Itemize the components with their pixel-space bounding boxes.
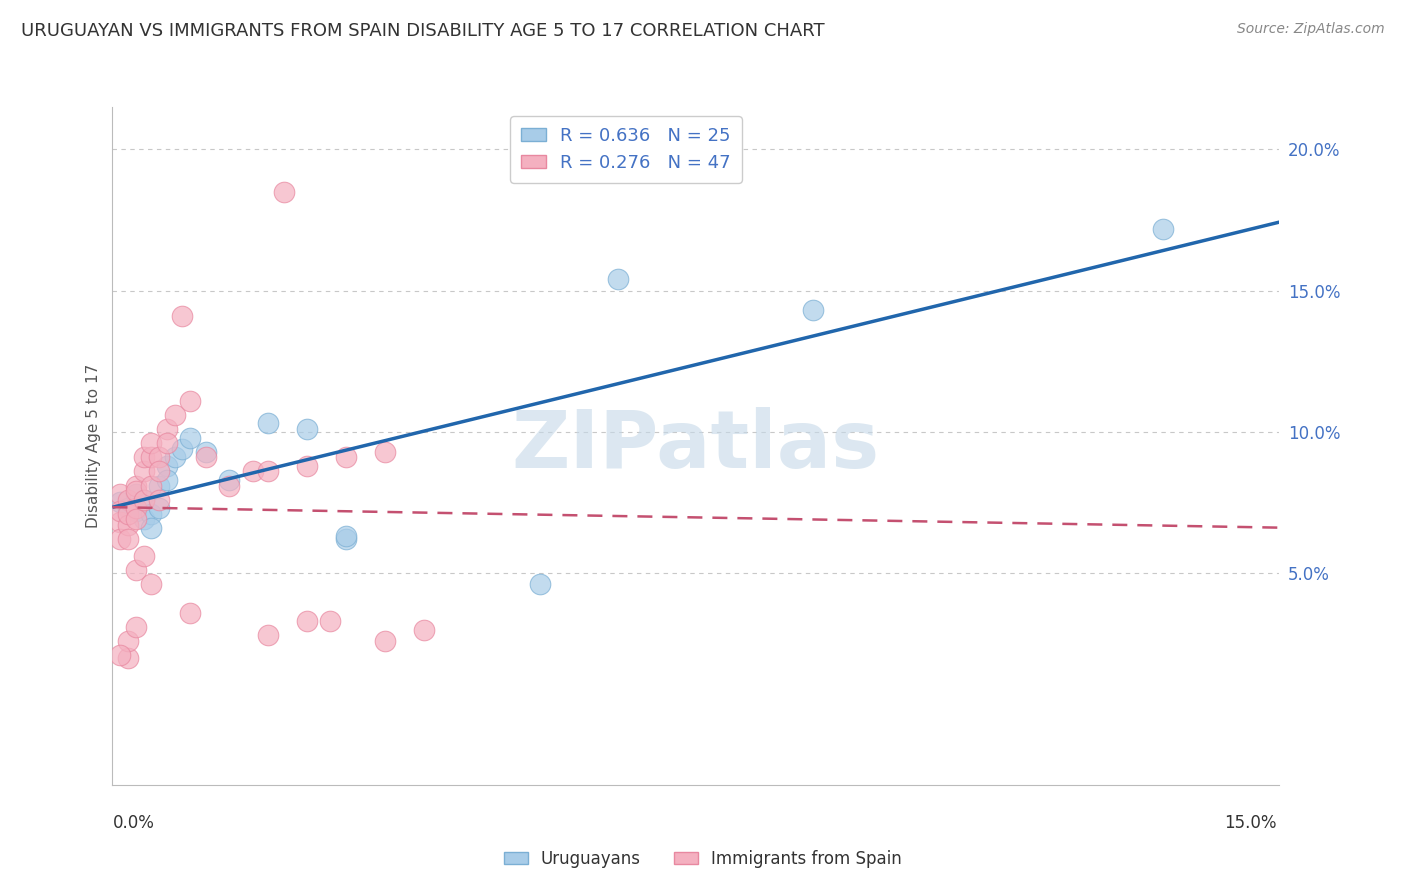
Point [117, 518, 139, 533]
Point [125, 563, 148, 577]
Y-axis label: Disability Age 5 to 17: Disability Age 5 to 17 [86, 364, 101, 528]
Point [335, 450, 357, 465]
Point [117, 633, 139, 648]
Point [132, 549, 155, 564]
Point [156, 473, 179, 487]
Point [273, 185, 295, 199]
Point [132, 492, 155, 507]
Point [110, 515, 132, 529]
Point [148, 450, 170, 465]
Point [242, 464, 264, 478]
Point [110, 648, 132, 662]
Point [148, 492, 170, 507]
Point [110, 532, 132, 546]
Point [117, 507, 139, 521]
Point [179, 606, 201, 620]
Point [374, 444, 396, 458]
Point [141, 521, 163, 535]
Point [295, 422, 318, 436]
Text: Source: ZipAtlas.com: Source: ZipAtlas.com [1237, 22, 1385, 37]
Point [156, 458, 179, 473]
Point [156, 436, 179, 450]
Point [110, 495, 132, 509]
Point [141, 436, 163, 450]
Point [295, 614, 318, 628]
Point [148, 464, 170, 478]
Point [117, 651, 139, 665]
Point [117, 492, 139, 507]
Point [412, 623, 434, 637]
Legend: Uruguayans, Immigrants from Spain: Uruguayans, Immigrants from Spain [498, 844, 908, 875]
Point [801, 303, 824, 318]
Point [132, 512, 155, 526]
Point [110, 487, 132, 501]
Point [117, 501, 139, 516]
Point [319, 614, 342, 628]
Text: ZIPatlas: ZIPatlas [512, 407, 880, 485]
Point [218, 473, 240, 487]
Point [125, 484, 148, 499]
Point [335, 529, 357, 543]
Text: URUGUAYAN VS IMMIGRANTS FROM SPAIN DISABILITY AGE 5 TO 17 CORRELATION CHART: URUGUAYAN VS IMMIGRANTS FROM SPAIN DISAB… [21, 22, 825, 40]
Point [1152, 221, 1174, 235]
Point [141, 450, 163, 465]
Point [125, 512, 148, 526]
Point [218, 478, 240, 492]
Point [529, 577, 551, 591]
Point [335, 532, 357, 546]
Point [148, 501, 170, 516]
Point [117, 532, 139, 546]
Point [110, 504, 132, 518]
Point [194, 444, 217, 458]
Point [125, 504, 148, 518]
Point [141, 507, 163, 521]
Point [257, 628, 280, 642]
Point [141, 478, 163, 492]
Text: 0.0%: 0.0% [112, 814, 155, 831]
Point [179, 430, 201, 444]
Point [607, 272, 630, 286]
Point [179, 393, 201, 408]
Point [132, 450, 155, 465]
Point [125, 620, 148, 634]
Point [148, 478, 170, 492]
Point [295, 458, 318, 473]
Point [132, 492, 155, 507]
Legend: R = 0.636   N = 25, R = 0.276   N = 47: R = 0.636 N = 25, R = 0.276 N = 47 [510, 116, 742, 183]
Point [163, 408, 186, 422]
Point [125, 487, 148, 501]
Point [257, 417, 280, 431]
Text: 15.0%: 15.0% [1225, 814, 1277, 831]
Point [374, 633, 396, 648]
Point [125, 478, 148, 492]
Point [194, 450, 217, 465]
Point [163, 450, 186, 465]
Point [132, 464, 155, 478]
Point [156, 422, 179, 436]
Point [172, 442, 194, 456]
Point [172, 309, 194, 323]
Point [125, 501, 148, 516]
Point [257, 464, 280, 478]
Point [141, 577, 163, 591]
